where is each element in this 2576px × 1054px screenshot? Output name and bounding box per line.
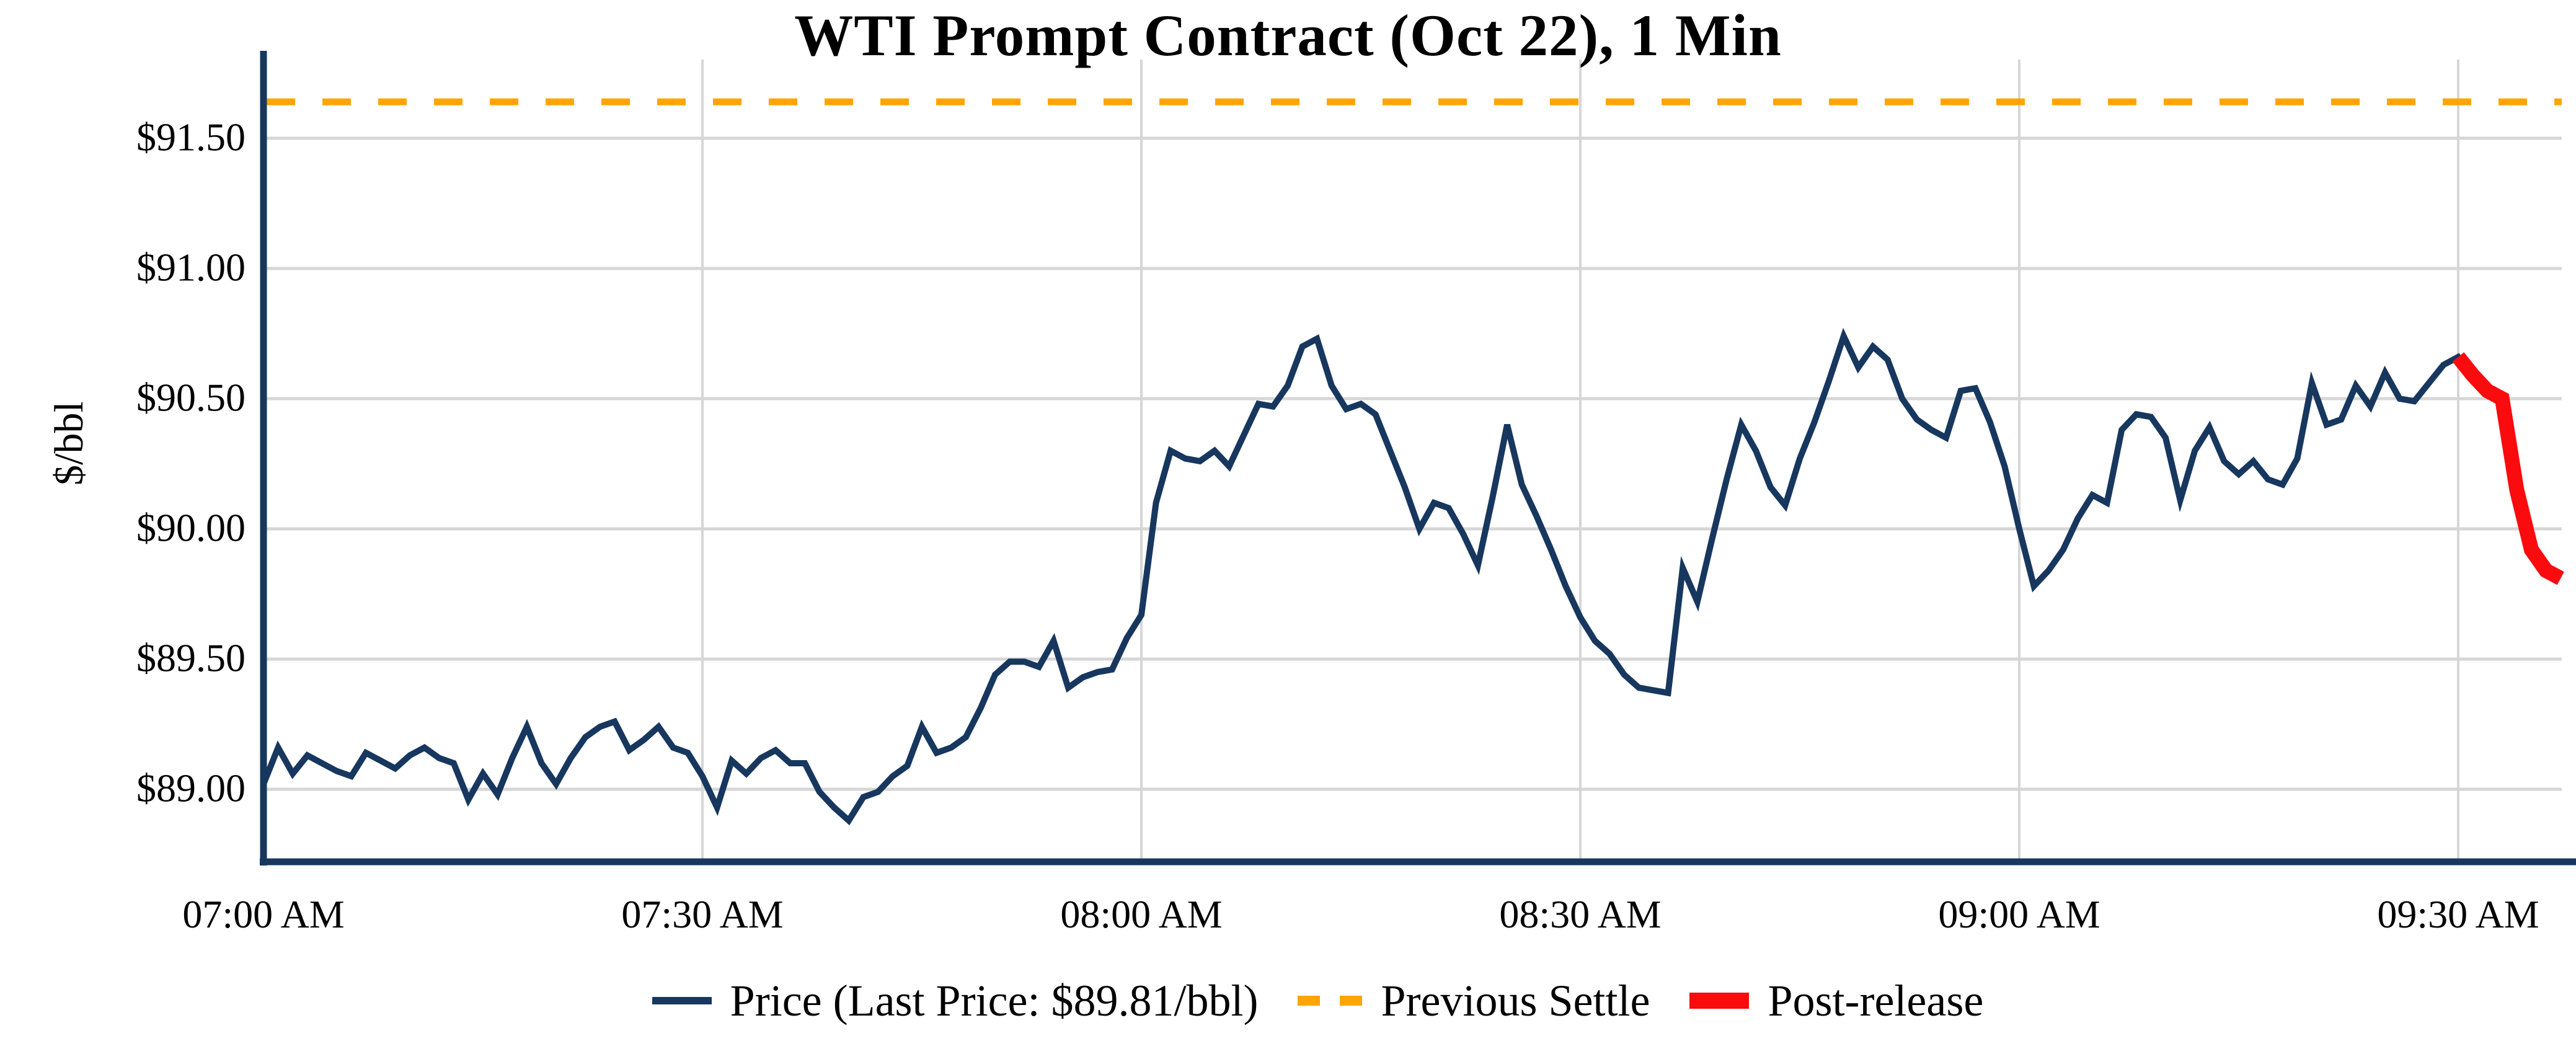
price-line	[260, 327, 2562, 826]
legend-settle-label: Previous Settle	[1381, 976, 1650, 1025]
y-tick-91-50: $91.50	[136, 115, 246, 159]
settle-dashed-swatch-icon	[1298, 996, 1363, 1006]
y-tick-90-00: $90.00	[136, 505, 246, 550]
legend-item-settle: Previous Settle	[1298, 978, 1650, 1023]
post-release-line	[2452, 352, 2564, 585]
y-tick-91-00: $91.00	[136, 245, 246, 290]
settle-dash	[1298, 996, 1321, 1006]
post-release-swatch-icon	[1689, 993, 1750, 1009]
x-tick-0830: 08:30 AM	[1499, 892, 1662, 936]
legend-item-price: Price (Last Price: $89.81/bbl)	[652, 976, 1259, 1025]
settle-dash	[1340, 996, 1363, 1006]
y-tick-90-50: $90.50	[136, 375, 246, 420]
x-tick-0730: 07:30 AM	[621, 892, 784, 936]
y-tick-89-00: $89.00	[136, 766, 246, 810]
price-line-swatch-icon	[652, 997, 712, 1004]
gridlines	[263, 60, 2562, 862]
x-tick-0930: 09:30 AM	[2377, 892, 2539, 936]
legend: Price (Last Price: $89.81/bbl) Previous …	[30, 978, 2576, 1023]
legend-post-label: Post-release	[1768, 976, 1984, 1025]
x-tick-0800: 08:00 AM	[1060, 892, 1223, 936]
y-tick-89-50: $89.50	[136, 636, 246, 680]
legend-price-label: Price (Last Price: $89.81/bbl)	[730, 976, 1259, 1025]
chart-title: WTI Prompt Contract (Oct 22), 1 Min	[794, 2, 1782, 68]
legend-item-post: Post-release	[1689, 978, 1983, 1023]
x-tick-0900: 09:00 AM	[1938, 892, 2100, 936]
x-tick-0700: 07:00 AM	[182, 892, 345, 936]
